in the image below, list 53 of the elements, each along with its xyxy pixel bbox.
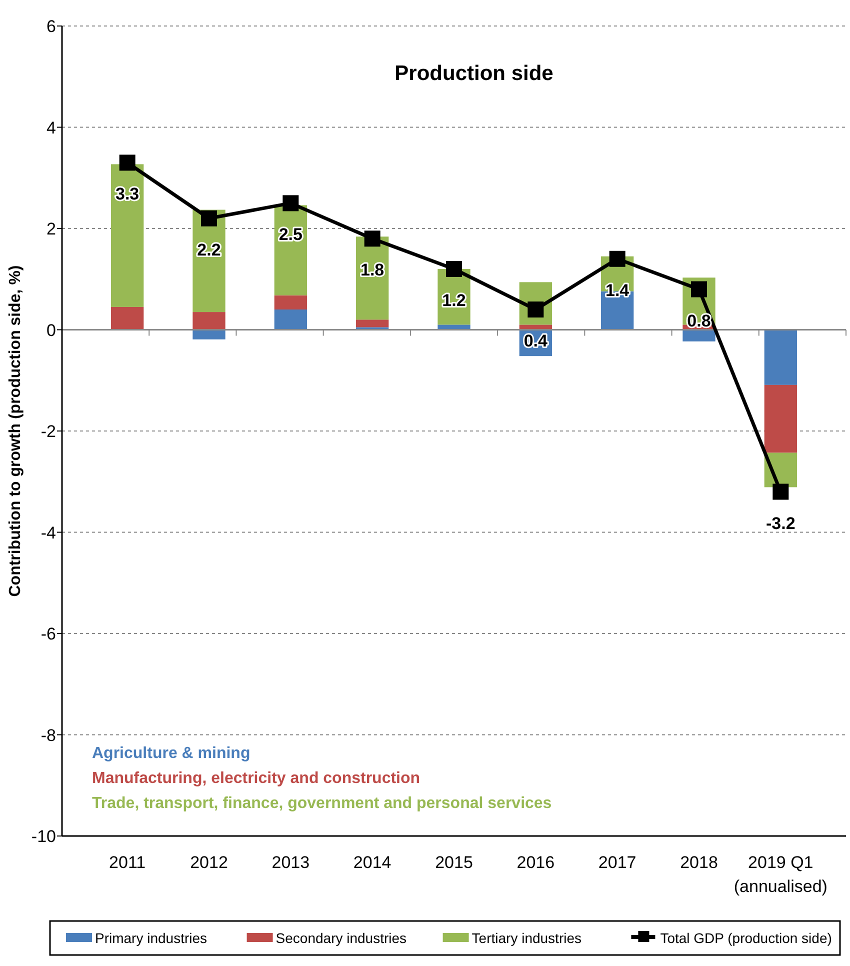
annotation: Trade, transport, finance, government and personal services [92, 795, 552, 812]
bar [192, 330, 226, 340]
bar [192, 312, 226, 330]
y-tick-label: 0 [46, 320, 56, 340]
point [201, 210, 217, 226]
bar [764, 384, 797, 453]
x-tick-label: 2017 [598, 853, 636, 872]
legend-label: Total GDP (production side) [660, 930, 832, 946]
legend-label: Secondary industries [276, 930, 407, 946]
bar [356, 320, 389, 328]
y-tick-label: -2 [40, 422, 56, 441]
text: Production side [394, 62, 554, 85]
x-tick-label: 2014 [353, 853, 392, 872]
bar [682, 330, 716, 342]
x-tick-label: 2015 [435, 853, 473, 872]
y-tick-label: 6 [46, 17, 56, 36]
legend-label: Primary industries [95, 930, 208, 946]
point [609, 250, 626, 267]
bar [111, 306, 144, 330]
point [446, 261, 462, 277]
annotation: Agriculture & mining [92, 745, 250, 762]
x-tick-label: 2019 Q1 (annualised) [734, 853, 828, 896]
y-tick-label: -4 [40, 523, 56, 542]
bar [274, 310, 307, 330]
legend-label: Tertiary industries [472, 930, 582, 946]
data-label: -3.2 [766, 514, 796, 533]
bar [438, 324, 470, 330]
y-tick-label: -8 [40, 726, 56, 745]
data-label: 1.2 [442, 291, 466, 310]
y-tick-label: -10 [31, 827, 56, 846]
x-tick-label: 2012 [190, 853, 228, 872]
data-label: 2.5 [278, 225, 302, 244]
point [364, 230, 380, 247]
y-tick-label: 4 [46, 118, 56, 138]
data-label: 2.2 [197, 240, 221, 260]
data-label: 1.8 [360, 260, 384, 280]
y-axis-title: Contribution to growth (production side, %) [7, 265, 24, 597]
data-label: 3.3 [116, 184, 140, 204]
point [691, 281, 707, 298]
x-tick-label: 2016 [516, 853, 555, 872]
point [119, 154, 136, 171]
x-tick-label: 2018 [680, 853, 718, 872]
point [772, 484, 789, 500]
bar [764, 330, 797, 385]
y-tick-label: 2 [46, 220, 56, 238]
point [282, 195, 299, 212]
bar [274, 295, 307, 310]
y-tick-label: -6 [40, 624, 56, 644]
data-label: 0.4 [524, 332, 548, 350]
x-tick-label: 2011 [109, 853, 146, 872]
bar [111, 164, 144, 307]
x-tick-label: 2013 [272, 853, 310, 872]
annotation: Manufacturing, electricity and construction [92, 770, 420, 787]
